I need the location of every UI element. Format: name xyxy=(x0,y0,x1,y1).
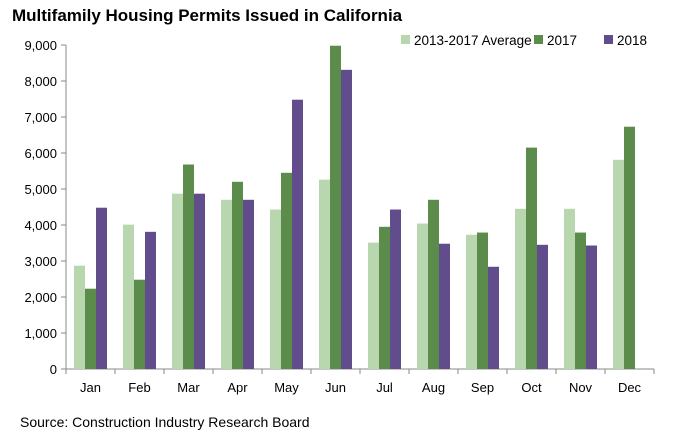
bar-2013-2017-average-feb xyxy=(123,224,134,369)
bar-2017-feb xyxy=(134,279,145,369)
y-tick-label: 9,000 xyxy=(24,38,57,53)
x-tick-label: Jan xyxy=(80,380,101,395)
x-tick-label: Oct xyxy=(521,380,542,395)
x-tick-label: Jun xyxy=(325,380,346,395)
y-tick-label: 0 xyxy=(50,362,57,377)
bar-2018-aug xyxy=(439,243,450,369)
source-note: Source: Construction Industry Research B… xyxy=(20,414,310,430)
bar-2018-jan xyxy=(96,207,107,369)
y-tick-label: 5,000 xyxy=(24,182,57,197)
bar-2018-sep xyxy=(488,266,499,369)
y-tick-label: 7,000 xyxy=(24,110,57,125)
bar-2017-sep xyxy=(477,232,488,369)
bar-2018-oct xyxy=(537,244,548,369)
bar-2013-2017-average-sep xyxy=(466,234,477,369)
x-tick-label: May xyxy=(274,380,299,395)
bar-2013-2017-average-jul xyxy=(368,242,379,369)
bar-2017-nov xyxy=(575,232,586,369)
x-tick-label: Sep xyxy=(471,380,494,395)
bar-2017-jun xyxy=(330,45,341,369)
legend-swatch xyxy=(604,35,613,44)
bar-2018-jun xyxy=(341,69,352,369)
bar-2018-jul xyxy=(390,209,401,369)
x-tick-label: Nov xyxy=(569,380,593,395)
bar-2013-2017-average-aug xyxy=(417,223,428,369)
bar-2018-may xyxy=(292,99,303,369)
x-tick-label: Mar xyxy=(177,380,200,395)
bar-2018-feb xyxy=(145,231,156,369)
bar-2017-may xyxy=(281,172,292,369)
bar-2013-2017-average-oct xyxy=(515,208,526,369)
bar-2018-mar xyxy=(194,193,205,369)
bar-2017-oct xyxy=(526,147,537,369)
bar-2017-jan xyxy=(85,288,96,369)
bar-2013-2017-average-mar xyxy=(172,193,183,369)
bar-2013-2017-average-dec xyxy=(613,159,624,369)
y-tick-label: 2,000 xyxy=(24,290,57,305)
x-tick-label: Aug xyxy=(422,380,445,395)
x-tick-label: Apr xyxy=(227,380,248,395)
y-tick-label: 1,000 xyxy=(24,326,57,341)
x-tick-label: Feb xyxy=(128,380,150,395)
legend-swatch xyxy=(534,35,543,44)
x-tick-label: Jul xyxy=(376,380,393,395)
x-tick-label: Dec xyxy=(618,380,642,395)
y-tick-label: 6,000 xyxy=(24,146,57,161)
bar-2018-apr xyxy=(243,199,254,369)
legend-label: 2018 xyxy=(617,33,647,48)
bar-2013-2017-average-jun xyxy=(319,179,330,369)
legend-label: 2017 xyxy=(547,33,577,48)
y-tick-label: 8,000 xyxy=(24,74,57,89)
bar-2013-2017-average-jan xyxy=(74,265,85,369)
bar-2017-apr xyxy=(232,181,243,369)
bar-2017-mar xyxy=(183,164,194,369)
bar-2017-dec xyxy=(624,126,635,369)
bar-2013-2017-average-apr xyxy=(221,199,232,369)
legend-swatch xyxy=(401,35,410,44)
bar-2017-jul xyxy=(379,226,390,369)
legend-label: 2013-2017 Average xyxy=(414,33,532,48)
bar-2017-aug xyxy=(428,199,439,369)
chart-title: Multifamily Housing Permits Issued in Ca… xyxy=(12,6,403,25)
y-tick-label: 3,000 xyxy=(24,254,57,269)
bar-2018-nov xyxy=(586,245,597,369)
bar-2013-2017-average-nov xyxy=(564,208,575,369)
y-tick-label: 4,000 xyxy=(24,218,57,233)
bar-2013-2017-average-may xyxy=(270,209,281,369)
